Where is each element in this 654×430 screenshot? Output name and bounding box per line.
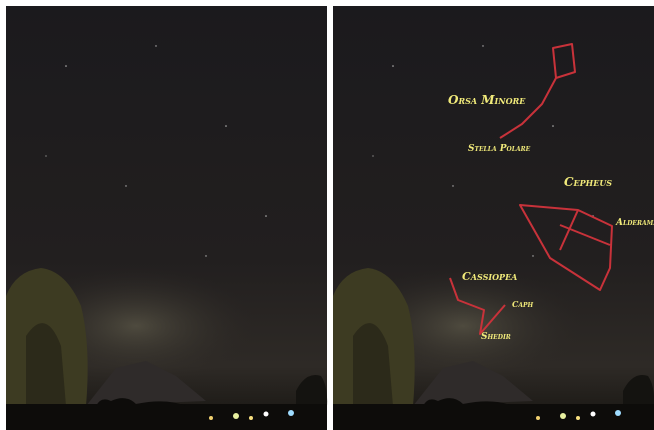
label: Cepheus [564, 175, 612, 189]
label: Cassiopea [462, 270, 517, 283]
label: Stella Polare [468, 144, 531, 154]
photo-comparison: Orsa Minore Stella Polare Cepheus Aldera… [0, 0, 654, 430]
label: Alderamin [615, 218, 654, 228]
right-photo: Orsa Minore Stella Polare Cepheus Aldera… [333, 6, 654, 430]
label: Shedir [481, 332, 511, 342]
left-photo [6, 6, 327, 430]
label: Caph [512, 299, 534, 309]
label: Orsa Minore [448, 93, 526, 107]
page: {"labels": {"ursa_minor": "Orsa Minore",… [0, 0, 654, 430]
